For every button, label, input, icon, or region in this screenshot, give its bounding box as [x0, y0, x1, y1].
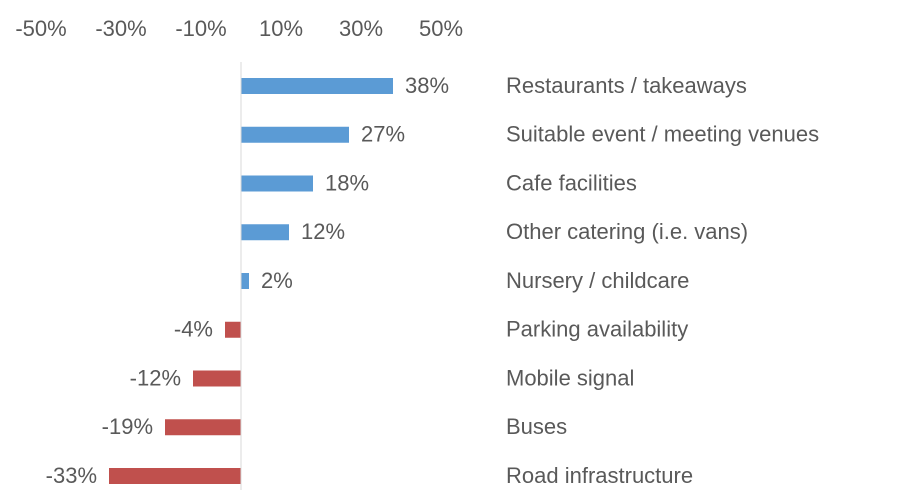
x-tick-label: 30%: [339, 16, 383, 41]
x-tick-label: -30%: [95, 16, 146, 41]
bar: [109, 468, 241, 484]
category-label: Parking availability: [506, 317, 688, 342]
bar: [241, 78, 393, 94]
value-label: 27%: [361, 122, 405, 147]
value-label: -19%: [102, 414, 153, 439]
category-label: Buses: [506, 414, 567, 439]
value-label: 38%: [405, 73, 449, 98]
category-label: Restaurants / takeaways: [506, 73, 747, 98]
value-label: -33%: [46, 463, 97, 488]
x-tick-label: 50%: [419, 16, 463, 41]
bar: [241, 224, 289, 241]
bar: [225, 321, 241, 338]
bar: [241, 273, 249, 289]
value-label: 2%: [261, 268, 293, 293]
category-label: Nursery / childcare: [506, 268, 689, 293]
category-label: Cafe facilities: [506, 170, 637, 195]
category-label: Mobile signal: [506, 365, 634, 390]
value-label: -12%: [130, 365, 181, 390]
category-label: Other catering (i.e. vans): [506, 219, 748, 244]
x-tick-label: 10%: [259, 16, 303, 41]
x-tick-label: -10%: [175, 16, 226, 41]
bar: [241, 126, 349, 143]
category-label: Suitable event / meeting venues: [506, 122, 819, 147]
bar: [165, 419, 241, 436]
bar: [193, 370, 241, 387]
x-tick-label: -50%: [15, 16, 66, 41]
bar: [241, 175, 313, 192]
value-label: 18%: [325, 170, 369, 195]
category-label: Road infrastructure: [506, 463, 693, 488]
value-label: -4%: [174, 317, 213, 342]
value-label: 12%: [301, 219, 345, 244]
